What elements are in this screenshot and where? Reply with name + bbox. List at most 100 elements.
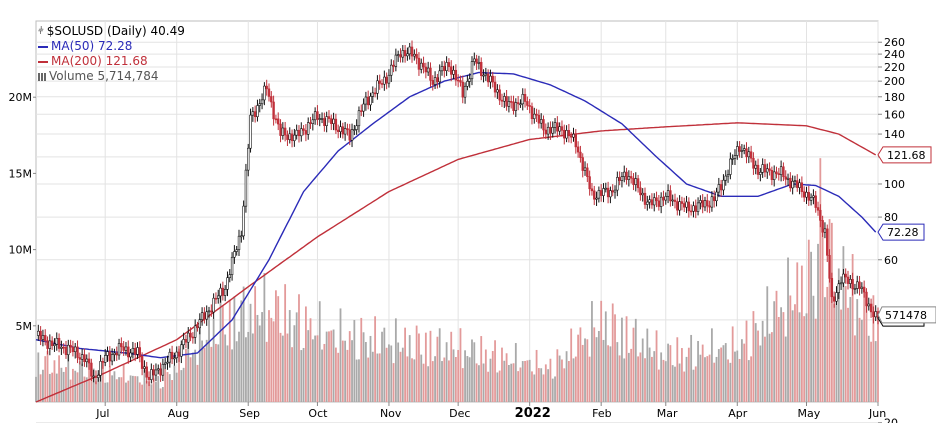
- candle-body: [743, 148, 746, 151]
- candle-body: [636, 178, 640, 189]
- volume-bar: [443, 357, 446, 402]
- candle-body: [429, 67, 432, 81]
- volume-bar: [341, 340, 344, 402]
- volume-bar: [572, 358, 575, 402]
- volume-bar: [579, 327, 582, 402]
- candle-body: [646, 201, 649, 205]
- candle-body: [343, 128, 347, 135]
- candle-body: [350, 129, 354, 141]
- volume-bar: [461, 368, 464, 402]
- volume-bar: [69, 379, 72, 402]
- candle-body: [403, 50, 407, 57]
- volume-bar: [618, 355, 621, 402]
- volume-bar: [62, 371, 65, 402]
- volume-bar: [706, 356, 709, 402]
- candle-body: [872, 311, 875, 318]
- candle-body: [452, 69, 455, 75]
- candle-body: [865, 291, 868, 307]
- candle-body: [217, 295, 220, 299]
- candle-body: [170, 351, 174, 360]
- candle-body: [198, 319, 201, 329]
- volume-bar: [360, 317, 363, 402]
- volume-bar: [514, 343, 517, 402]
- candle-body: [678, 201, 681, 211]
- volume-bar: [761, 320, 764, 402]
- candle-body: [634, 178, 637, 185]
- candle-body: [662, 196, 665, 201]
- candle-body: [733, 155, 737, 159]
- candle-body: [772, 171, 776, 180]
- candle-body: [219, 287, 222, 297]
- volume-bar: [422, 363, 425, 402]
- volume-bar: [664, 361, 667, 402]
- volume-bar: [358, 359, 360, 402]
- candle-body: [67, 344, 70, 355]
- candle-body: [189, 332, 192, 338]
- candle-body: [78, 357, 82, 360]
- volume-bar: [305, 306, 307, 402]
- candle-body: [826, 228, 829, 256]
- time-tick-label: Jul: [95, 407, 109, 420]
- candle-body: [256, 105, 259, 118]
- volume-bar: [127, 380, 130, 402]
- volume-bar: [90, 376, 93, 402]
- volume-bar: [212, 318, 215, 402]
- volume-bar: [694, 366, 697, 402]
- candle-body: [643, 192, 647, 205]
- ma200-label: MA(200) 121.68: [51, 54, 148, 68]
- volume-bar: [676, 337, 679, 402]
- volume-bar: [141, 384, 144, 402]
- candle-body: [145, 366, 148, 378]
- volume-bar: [309, 318, 312, 402]
- volume-bar: [770, 332, 773, 402]
- volume-bar: [683, 371, 686, 402]
- volume-bar: [161, 387, 164, 402]
- volume-layer: [35, 158, 879, 402]
- candle-body: [763, 164, 767, 173]
- volume-bar: [224, 334, 227, 402]
- candle-body: [581, 157, 584, 171]
- candle-body: [454, 69, 458, 81]
- volume-bar: [265, 341, 268, 402]
- price-tick-label: 60: [884, 254, 898, 267]
- candle-body: [519, 103, 522, 106]
- volume-tick-label: 10M: [9, 244, 33, 257]
- volume-bar: [627, 352, 630, 402]
- volume-bar: [671, 365, 674, 402]
- candle-body: [611, 190, 614, 193]
- candle-body: [606, 187, 610, 198]
- volume-bar: [143, 369, 146, 402]
- volume-icon: [38, 72, 47, 81]
- volume-bar: [561, 359, 563, 402]
- volume-bar: [175, 372, 178, 402]
- candle-body: [330, 118, 333, 124]
- volume-bar: [180, 370, 183, 402]
- volume-bar: [851, 254, 854, 402]
- volume-bar: [205, 339, 208, 402]
- volume-bar: [542, 374, 545, 402]
- volume-bar: [826, 286, 829, 402]
- volume-bar: [740, 339, 743, 402]
- volume-bar: [842, 246, 845, 402]
- volume-bar: [475, 363, 478, 402]
- volume-bar: [484, 349, 487, 402]
- candle-body: [738, 146, 741, 152]
- candle-body: [708, 205, 711, 208]
- candle-body: [431, 80, 434, 85]
- volume-bar: [381, 331, 383, 402]
- volume-bar: [399, 351, 402, 402]
- candle-body: [401, 50, 404, 58]
- volume-bar: [704, 357, 706, 402]
- candle-body: [426, 67, 430, 73]
- volume-bar: [316, 335, 319, 402]
- volume-bar: [766, 286, 769, 402]
- candle-body: [113, 352, 116, 355]
- volume-bar: [155, 382, 157, 402]
- candle-body: [240, 235, 243, 238]
- candle-body: [653, 197, 656, 206]
- candle-body: [835, 292, 838, 302]
- volume-bar: [351, 340, 353, 402]
- candle-body: [560, 126, 564, 131]
- candle-body: [618, 177, 621, 181]
- candle-body: [410, 46, 414, 57]
